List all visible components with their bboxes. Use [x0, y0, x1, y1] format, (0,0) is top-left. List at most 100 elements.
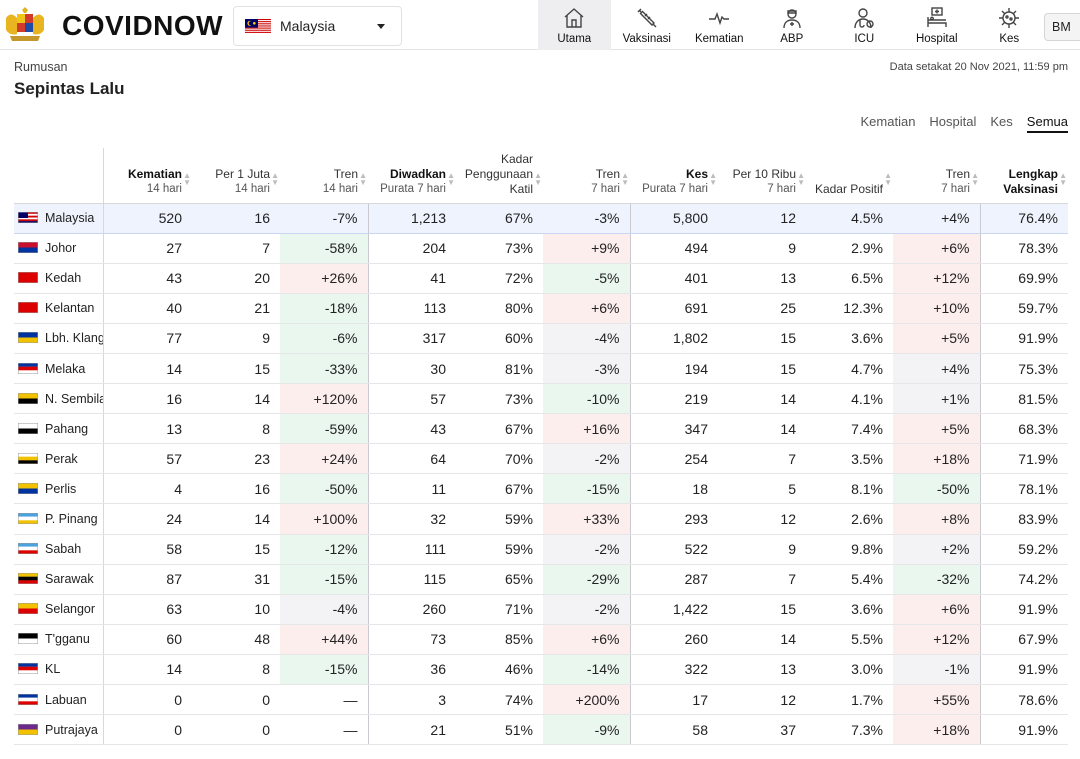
vax-cell: 59.7%	[980, 293, 1068, 324]
state-name-cell[interactable]: Selangor	[14, 594, 104, 625]
cases_trend-cell: +8%	[893, 503, 981, 535]
cases-cell: 494	[630, 233, 718, 264]
table-row[interactable]: Putrajaya 0 0—21 51% -9% 58 37 7.3% +18% 91.9%	[14, 714, 1068, 746]
filter-tab-semua[interactable]: Semua	[1026, 114, 1068, 133]
state-name-cell[interactable]: Putrajaya	[14, 714, 104, 746]
state-name-cell[interactable]: T'gganu	[14, 624, 104, 655]
state-name-cell[interactable]: Sabah	[14, 534, 104, 565]
table-row[interactable]: Kedah 43 20 +26% 41 72% -5% 401 13 6.5% +12% 69.9%	[14, 263, 1068, 294]
deaths_per_m-cell: 14	[192, 383, 280, 415]
table-row[interactable]: Sarawak 87 31 -15% 115 65% -29% 287 7 5.4% -32% 74.…	[14, 564, 1068, 595]
table-row[interactable]: Perak 57 23 +24% 64 70% -2% 254 7 3.5% +18% 71.9%	[14, 443, 1068, 475]
language-toggle-button[interactable]: BM	[1044, 13, 1080, 41]
nav-icu[interactable]: ICU	[828, 0, 901, 50]
table-row[interactable]: KL 14 8 -15% 36 46% -14% 322 13 3.0% -1% 91.9%	[14, 654, 1068, 686]
column-header-cases_trend[interactable]: Tren 7 hari ▲ ▼	[893, 148, 980, 204]
filter-tab-hospital[interactable]: Hospital	[929, 114, 977, 129]
nav-kematian[interactable]: Kematian	[683, 0, 756, 50]
admit_trend-cell: +9%	[543, 233, 631, 264]
table-row[interactable]: Sabah 58 15 -12% 111 59% -2% 522 9 9.8% +2% 59.2%	[14, 534, 1068, 565]
bed_util-cell: 59%	[456, 503, 543, 535]
state-name-label: Labuan	[45, 692, 87, 707]
vax-cell: 91.9%	[980, 594, 1068, 625]
state-name-cell[interactable]: Kelantan	[14, 293, 104, 324]
state-name-cell[interactable]: Johor	[14, 233, 104, 264]
state-name-cell[interactable]: Labuan	[14, 684, 104, 716]
nav-abp[interactable]: ABP	[756, 0, 829, 50]
state-name-label: N. Sembilan	[45, 391, 102, 406]
state-name-cell[interactable]: N. Sembilan	[14, 383, 104, 415]
column-header-vax[interactable]: Lengkap Vaksinasi ▲ ▼	[980, 148, 1068, 204]
state-name-cell[interactable]: Melaka	[14, 353, 104, 385]
column-title: Tren	[595, 166, 620, 181]
table-row[interactable]: P. Pinang 24 14 +100% 32 59% +33% 293 12 2.6% +8% 8…	[14, 503, 1068, 535]
column-title: Kematian	[127, 166, 182, 181]
state-name-cell[interactable]: Perlis	[14, 473, 104, 505]
state-name-cell[interactable]: KL	[14, 654, 104, 686]
column-header-admitted[interactable]: Diwadkan Purata 7 hari ▲ ▼	[368, 148, 456, 204]
state-name-cell[interactable]: Pahang	[14, 413, 104, 445]
nav-hospital[interactable]: Hospital	[901, 0, 974, 50]
cases_trend-cell: +5%	[893, 323, 981, 354]
table-row[interactable]: Johor 27 7 -58% 204 73% +9% 494 9 2.9% +6% 78.3%	[14, 233, 1068, 264]
deaths_trend-cell: -33%	[280, 353, 369, 385]
table-row[interactable]: Selangor 63 10 -4% 260 71% -2% 1,422 15 3.6% +6% 91…	[14, 594, 1068, 625]
admit_trend-cell: -4%	[543, 323, 631, 354]
deaths_trend-cell: -59%	[280, 413, 369, 445]
admitted-cell: 113	[368, 293, 456, 324]
deaths-cell: 14	[103, 353, 192, 385]
column-header-admit_trend[interactable]: Tren 7 hari ▲ ▼	[543, 148, 630, 204]
column-header-positivity[interactable]: Kadar Positif ▲ ▼	[806, 148, 893, 204]
state-name-cell[interactable]: Lbh. Klang	[14, 323, 104, 354]
cases_per_10k-cell: 9	[718, 233, 806, 264]
table-row[interactable]: Kelantan 40 21 -18% 113 80% +6% 691 25 12.3% +10% 5…	[14, 293, 1068, 324]
vax-cell: 68.3%	[980, 413, 1068, 445]
state-name-cell[interactable]: Sarawak	[14, 564, 104, 595]
cases-cell: 1,422	[630, 594, 718, 625]
country-select[interactable]: Malaysia	[233, 6, 402, 46]
state-name-cell[interactable]: Perak	[14, 443, 104, 475]
table-row[interactable]: Malaysia 520 16 -7% 1,213 67% -3% 5,800 12 4.5% +4…	[14, 202, 1068, 234]
state-name-cell[interactable]: P. Pinang	[14, 503, 104, 535]
state-name-label: P. Pinang	[45, 511, 98, 526]
deaths_trend-cell: -50%	[280, 473, 369, 505]
brand-title[interactable]: COVIDNOW	[62, 10, 224, 41]
cases-cell: 691	[630, 293, 718, 324]
state-name-label: Putrajaya	[45, 722, 98, 737]
table-row[interactable]: N. Sembilan1614+120%5773%-10%219144.1%+1…	[14, 383, 1068, 415]
positivity-cell: 1.7%	[806, 684, 893, 716]
filter-tab-kes[interactable]: Kes	[990, 114, 1013, 129]
state-name-cell[interactable]: Kedah	[14, 263, 104, 294]
table-row[interactable]: Melaka 14 15 -33% 30 81% -3% 194 15 4.7% +4% 75.3%	[14, 353, 1068, 385]
nav-utama[interactable]: Utama	[538, 0, 611, 50]
deaths_per_m-cell: 31	[192, 564, 280, 595]
bed_util-cell: 51%	[456, 714, 543, 746]
state-name-label: Perak	[45, 451, 78, 466]
flag-terengganu-icon	[18, 633, 38, 645]
nav-kes[interactable]: Kes	[973, 0, 1046, 50]
nav-vaksinasi[interactable]: Vaksinasi	[611, 0, 684, 50]
flag-klang-icon	[18, 332, 38, 344]
table-row[interactable]: Perlis 4 16 -50% 11 67% -15% 18 5 8.1% -50% 78.1%	[14, 473, 1068, 505]
column-header-bed_util[interactable]: Kadar Penggunaan Katil ▲ ▼	[456, 148, 543, 204]
table-row[interactable]: Labuan 0 0—3 74% +200% 17 12 1.7% +55% 78.6%	[14, 684, 1068, 716]
main-nav: Utama Vaksinasi Kematian ABP ICU Hospita…	[538, 0, 1046, 50]
column-header-deaths_trend[interactable]: Tren 14 hari ▲ ▼	[280, 148, 368, 204]
cases_per_10k-cell: 15	[718, 594, 806, 625]
table-row[interactable]: Lbh. Klang 77 9 -6% 317 60% -4% 1,802 15 3.6% +5% 9…	[14, 323, 1068, 354]
positivity-cell: 3.5%	[806, 443, 893, 475]
filter-tab-kematian[interactable]: Kematian	[860, 114, 916, 129]
column-header-deaths[interactable]: Kematian 14 hari ▲ ▼	[103, 148, 192, 204]
cases_per_10k-cell: 7	[718, 443, 806, 475]
deaths_per_m-cell: 10	[192, 594, 280, 625]
table-row[interactable]: Pahang 13 8 -59% 43 67% +16% 347 14 7.4% +5% 68.3%	[14, 413, 1068, 445]
column-header-deaths_per_m[interactable]: Per 1 Juta 14 hari ▲ ▼	[192, 148, 280, 204]
deaths-cell: 0	[103, 684, 192, 716]
state-name-label: Perlis	[45, 481, 77, 496]
positivity-cell: 2.9%	[806, 233, 893, 264]
column-header-cases[interactable]: Kes Purata 7 hari ▲ ▼	[630, 148, 718, 204]
table-row[interactable]: T'gganu 60 48 +44% 73 85% +6% 260 14 5.5% +12% 67.9…	[14, 624, 1068, 655]
deaths_per_m-cell: 14	[192, 503, 280, 535]
state-name-cell[interactable]: Malaysia	[14, 202, 104, 234]
column-header-cases_per_10k[interactable]: Per 10 Ribu 7 hari ▲ ▼	[718, 148, 806, 204]
